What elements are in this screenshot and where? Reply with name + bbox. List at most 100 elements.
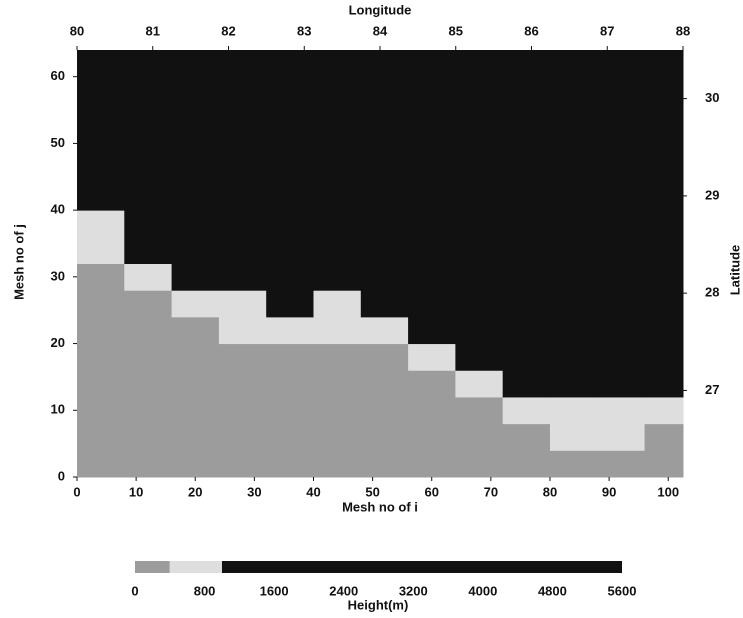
heatmap-cell xyxy=(77,290,125,317)
heatmap-cell xyxy=(408,344,456,371)
heatmap-cell xyxy=(266,130,314,157)
heatmap-cell xyxy=(313,183,361,210)
heatmap-cell xyxy=(77,450,125,477)
y-tick-label: 30 xyxy=(51,268,65,283)
heatmap-cell xyxy=(266,183,314,210)
x-tick-label: 40 xyxy=(306,484,320,499)
heatmap-cell xyxy=(597,290,645,317)
heatmap-cell xyxy=(503,130,551,157)
x2-tick-label: 80 xyxy=(70,23,84,38)
heatmap-cell xyxy=(455,264,503,291)
heatmap-cell xyxy=(172,370,220,397)
x2-tick-label: 81 xyxy=(146,23,160,38)
heatmap-cell xyxy=(503,264,551,291)
heatmap-cell xyxy=(172,424,220,451)
y-tick-label: 0 xyxy=(58,468,65,483)
heatmap-cell xyxy=(408,210,456,237)
colorbar-segment xyxy=(170,561,222,573)
heatmap-cell xyxy=(597,370,645,397)
heatmap-cell xyxy=(645,424,684,451)
x-tick-label: 30 xyxy=(247,484,261,499)
heatmap-cell xyxy=(597,183,645,210)
x-tick-label: 0 xyxy=(73,484,80,499)
heatmap-cell xyxy=(550,50,598,77)
heatmap-cell xyxy=(313,77,361,104)
colorbar-tick-label: 4800 xyxy=(538,583,567,598)
heatmap-cell xyxy=(124,50,172,77)
heatmap-cell xyxy=(645,157,684,184)
y-axis-label: Mesh no of j xyxy=(11,224,26,300)
heatmap-cell xyxy=(645,103,684,130)
heatmap-cell xyxy=(266,290,314,317)
heatmap-cell xyxy=(266,397,314,424)
heatmap-cell xyxy=(219,317,267,344)
heatmap-cell xyxy=(219,157,267,184)
heatmap-cell xyxy=(124,424,172,451)
heatmap-cell xyxy=(266,370,314,397)
colorbar-tick-label: 4000 xyxy=(468,583,497,598)
heatmap-cell xyxy=(361,317,409,344)
heatmap-cell xyxy=(550,397,598,424)
colorbar-tick-label: 3200 xyxy=(399,583,428,598)
heatmap-cell xyxy=(645,210,684,237)
heatmap-cell xyxy=(550,130,598,157)
heatmap-cell xyxy=(361,237,409,264)
heatmap-cell xyxy=(77,210,125,237)
heatmap-cell xyxy=(645,290,684,317)
heatmap-cell xyxy=(172,103,220,130)
heatmap-cell xyxy=(550,317,598,344)
heatmap-cell xyxy=(645,77,684,104)
heatmap-cell xyxy=(361,344,409,371)
heatmap-cell xyxy=(313,424,361,451)
heatmap-cell xyxy=(408,103,456,130)
heatmap-cell xyxy=(361,50,409,77)
heatmap-cell xyxy=(172,157,220,184)
colorbar-segment xyxy=(222,561,622,573)
heatmap-cell xyxy=(408,397,456,424)
heatmap-cell xyxy=(455,183,503,210)
x-tick-label: 10 xyxy=(129,484,143,499)
heatmap-cell xyxy=(172,317,220,344)
heatmap-cell xyxy=(124,317,172,344)
heatmap-cell xyxy=(313,450,361,477)
y-tick-label: 50 xyxy=(51,135,65,150)
colorbar-tick-label: 800 xyxy=(194,583,216,598)
heatmap-cell xyxy=(219,50,267,77)
colorbar-tick-label: 0 xyxy=(131,583,138,598)
heatmap-cell xyxy=(313,397,361,424)
heatmap-cell xyxy=(503,450,551,477)
heatmap-cell xyxy=(503,237,551,264)
heatmap-cell xyxy=(550,290,598,317)
heatmap-cell xyxy=(124,77,172,104)
heatmap-cell xyxy=(597,50,645,77)
heatmap-cell xyxy=(266,317,314,344)
heatmap-cell xyxy=(172,397,220,424)
heatmap-cell xyxy=(172,344,220,371)
colorbar-tick-label: 1600 xyxy=(260,583,289,598)
heatmap-cell xyxy=(124,130,172,157)
heatmap-cell xyxy=(597,210,645,237)
heatmap-cell xyxy=(172,210,220,237)
heatmap-cell xyxy=(455,317,503,344)
heatmap-cell xyxy=(313,50,361,77)
heatmap-cell xyxy=(313,237,361,264)
heatmap-cell xyxy=(219,397,267,424)
y-tick-label: 60 xyxy=(51,68,65,83)
heatmap-cell xyxy=(597,344,645,371)
heatmap-cell xyxy=(77,157,125,184)
heatmap-cell xyxy=(455,210,503,237)
heatmap-cell xyxy=(597,130,645,157)
heatmap-cell xyxy=(550,210,598,237)
heatmap-cell xyxy=(124,370,172,397)
heatmap-cell xyxy=(408,237,456,264)
heatmap-cell xyxy=(124,264,172,291)
heatmap-cell xyxy=(124,103,172,130)
colorbar-tick-label: 5600 xyxy=(608,583,637,598)
heatmap-cell xyxy=(266,77,314,104)
heatmap-cell xyxy=(503,344,551,371)
heatmap-cell xyxy=(597,397,645,424)
heatmap-cell xyxy=(313,130,361,157)
heatmap-cell xyxy=(597,450,645,477)
heatmap-cell xyxy=(503,157,551,184)
heatmap-cell xyxy=(503,210,551,237)
